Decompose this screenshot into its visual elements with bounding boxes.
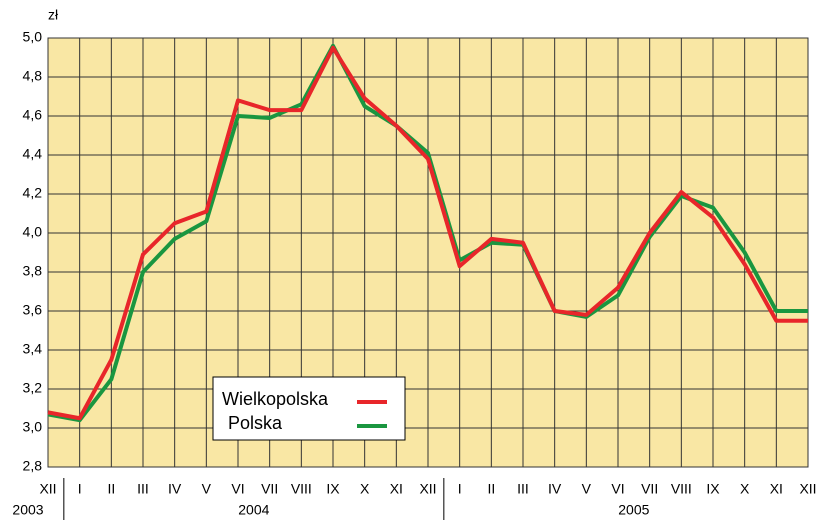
x-tick-label: VIII xyxy=(291,481,312,497)
y-tick-label: 4,2 xyxy=(23,185,43,201)
y-tick-label: 4,8 xyxy=(23,68,43,84)
x-tick-label: XII xyxy=(39,481,56,497)
x-tick-label: II xyxy=(107,481,115,497)
y-tick-label: 4,4 xyxy=(23,146,43,162)
y-tick-label: 4,6 xyxy=(23,107,43,123)
x-tick-label: XI xyxy=(770,481,783,497)
legend-label: Wielkopolska xyxy=(222,389,329,409)
y-tick-label: 3,2 xyxy=(23,380,43,396)
x-tick-label: III xyxy=(137,481,149,497)
x-tick-label: XII xyxy=(419,481,436,497)
x-tick-label: VII xyxy=(641,481,658,497)
x-tick-label: I xyxy=(458,481,462,497)
x-tick-label: X xyxy=(740,481,750,497)
x-tick-label: VII xyxy=(261,481,278,497)
x-tick-label: V xyxy=(582,481,592,497)
x-tick-label: XII xyxy=(799,481,816,497)
x-tick-label: II xyxy=(487,481,495,497)
legend-label: Polska xyxy=(228,413,283,433)
series-line xyxy=(47,45,808,421)
x-tick-label: IX xyxy=(326,481,340,497)
x-tick-label: VI xyxy=(231,481,244,497)
unit-label: zł xyxy=(48,7,59,23)
x-group-label: 2004 xyxy=(238,502,269,518)
plot-border xyxy=(47,37,809,468)
x-tick-label: V xyxy=(202,481,212,497)
series-line xyxy=(47,43,808,423)
x-tick-label: IV xyxy=(548,481,562,497)
x-tick-label: VI xyxy=(611,481,624,497)
y-tick-label: 3,4 xyxy=(23,341,43,357)
legend-box xyxy=(212,376,406,441)
y-tick-label: 2,8 xyxy=(23,458,43,474)
y-tick-label: 3,6 xyxy=(23,302,43,318)
x-tick-label: X xyxy=(360,481,370,497)
x-group-label: 2005 xyxy=(618,502,649,518)
x-tick-label: I xyxy=(78,481,82,497)
x-tick-label: XI xyxy=(390,481,403,497)
x-group-label: 2003 xyxy=(12,502,43,518)
y-tick-label: 3,0 xyxy=(23,419,43,435)
x-tick-label: IV xyxy=(168,481,182,497)
y-tick-label: 5,0 xyxy=(23,29,43,45)
y-tick-label: 4,0 xyxy=(23,224,43,240)
x-tick-label: III xyxy=(517,481,529,497)
x-tick-label: VIII xyxy=(671,481,692,497)
y-tick-label: 3,8 xyxy=(23,263,43,279)
x-tick-label: IX xyxy=(706,481,720,497)
